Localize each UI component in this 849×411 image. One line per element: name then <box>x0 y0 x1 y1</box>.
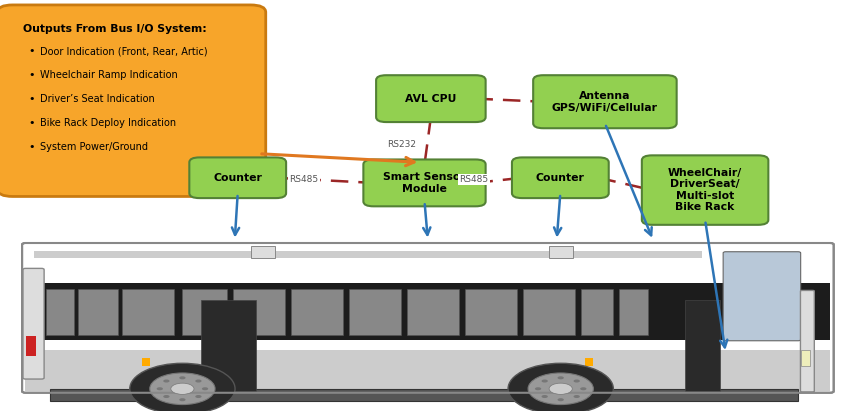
Text: •: • <box>28 142 35 152</box>
Bar <box>33 251 701 258</box>
Bar <box>183 289 227 335</box>
Circle shape <box>202 387 208 390</box>
Circle shape <box>179 376 186 379</box>
Bar <box>49 390 798 401</box>
Text: Door Indication (Front, Rear, Artic): Door Indication (Front, Rear, Artic) <box>40 46 207 56</box>
Circle shape <box>528 373 593 404</box>
FancyBboxPatch shape <box>22 243 834 393</box>
Circle shape <box>163 395 170 398</box>
FancyBboxPatch shape <box>512 157 609 198</box>
Circle shape <box>574 395 580 398</box>
Bar <box>25 283 830 339</box>
Circle shape <box>558 376 564 379</box>
Bar <box>250 246 275 258</box>
FancyBboxPatch shape <box>801 291 814 392</box>
Bar <box>291 289 343 335</box>
FancyBboxPatch shape <box>0 5 266 196</box>
FancyBboxPatch shape <box>23 268 44 379</box>
Circle shape <box>171 383 194 395</box>
Bar <box>233 289 285 335</box>
Bar <box>581 289 613 335</box>
Text: WheelChair/
DriverSeat/
Multi-slot
Bike Rack: WheelChair/ DriverSeat/ Multi-slot Bike … <box>668 168 742 212</box>
FancyBboxPatch shape <box>189 157 286 198</box>
Text: •: • <box>28 118 35 128</box>
Bar <box>548 246 573 258</box>
Text: RS485: RS485 <box>459 175 488 184</box>
Bar <box>620 289 648 335</box>
Text: •: • <box>28 70 35 80</box>
Circle shape <box>508 363 613 411</box>
Bar <box>122 289 174 335</box>
Circle shape <box>542 395 548 398</box>
FancyBboxPatch shape <box>376 75 486 122</box>
Circle shape <box>195 379 201 383</box>
Bar <box>685 300 720 391</box>
Text: Counter: Counter <box>536 173 585 183</box>
Text: Counter: Counter <box>213 173 262 183</box>
Bar <box>201 300 256 391</box>
Bar <box>465 289 517 335</box>
Bar <box>26 336 36 356</box>
Text: Wheelchair Ramp Indication: Wheelchair Ramp Indication <box>40 70 177 80</box>
Bar <box>142 358 150 366</box>
FancyBboxPatch shape <box>642 155 768 225</box>
Text: AVL CPU: AVL CPU <box>405 94 457 104</box>
Text: Smart Sensor
Module: Smart Sensor Module <box>383 172 466 194</box>
Bar <box>46 289 74 335</box>
Bar <box>801 349 810 366</box>
FancyBboxPatch shape <box>363 159 486 206</box>
Text: •: • <box>28 94 35 104</box>
Bar <box>349 289 402 335</box>
Circle shape <box>549 383 572 395</box>
Circle shape <box>580 387 587 390</box>
Text: RS485: RS485 <box>290 175 318 184</box>
Text: Driver’s Seat Indication: Driver’s Seat Indication <box>40 94 155 104</box>
Bar <box>78 289 118 335</box>
Circle shape <box>542 379 548 383</box>
FancyBboxPatch shape <box>723 252 801 341</box>
Circle shape <box>163 379 170 383</box>
Bar <box>523 289 575 335</box>
Text: Bike Rack Deploy Indication: Bike Rack Deploy Indication <box>40 118 176 128</box>
FancyBboxPatch shape <box>533 75 677 128</box>
Circle shape <box>535 387 541 390</box>
Bar <box>585 358 593 366</box>
Text: RS232: RS232 <box>387 140 416 149</box>
Text: Antenna
GPS/WiFi/Cellular: Antenna GPS/WiFi/Cellular <box>552 91 658 113</box>
Bar <box>25 238 830 283</box>
Circle shape <box>156 387 163 390</box>
Bar <box>407 289 459 335</box>
Text: System Power/Ground: System Power/Ground <box>40 142 148 152</box>
Circle shape <box>130 363 235 411</box>
Text: Outputs From Bus I/O System:: Outputs From Bus I/O System: <box>23 24 206 34</box>
Circle shape <box>558 398 564 401</box>
Circle shape <box>195 395 201 398</box>
Text: •: • <box>28 46 35 56</box>
Circle shape <box>574 379 580 383</box>
Circle shape <box>179 398 186 401</box>
Bar <box>25 349 830 391</box>
Circle shape <box>149 373 215 404</box>
